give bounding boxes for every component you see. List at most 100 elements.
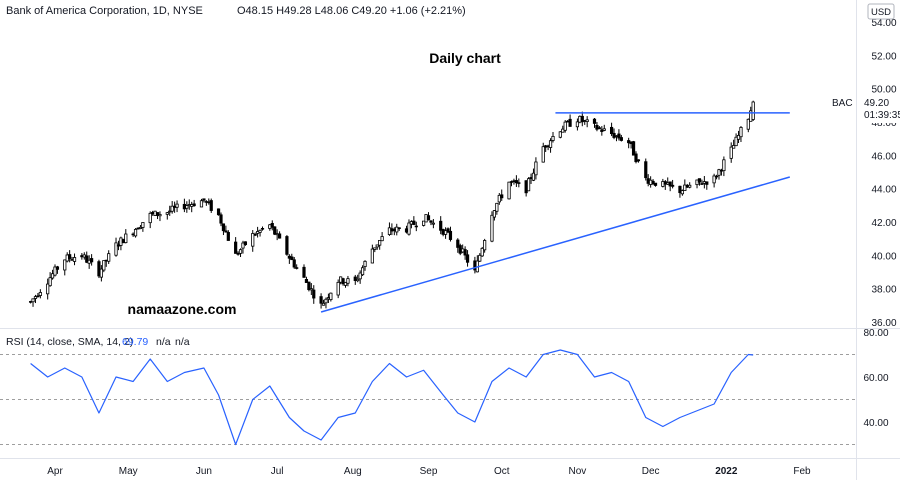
candle-down — [636, 159, 641, 162]
time-tick-label: Apr — [47, 466, 63, 477]
candle-up — [185, 205, 189, 209]
price-tick-label: 46.00 — [871, 151, 896, 162]
candle-up — [387, 227, 392, 235]
time-tick-label: Aug — [344, 466, 362, 477]
candle-up — [138, 226, 143, 229]
candle-up — [119, 237, 123, 246]
time-axis[interactable]: Apr May Jun Jul Aug Sep Oct Nov Dec 2022 Feb — [47, 466, 811, 477]
ohlc-values: O48.15 H49.28 L48.06 C49.20 +1.06 (+2.21… — [237, 5, 466, 17]
candle-up — [346, 278, 350, 284]
candle-down — [353, 276, 357, 281]
candle-down — [121, 238, 125, 244]
candle-up — [70, 259, 74, 261]
candle-up — [717, 169, 721, 176]
candle-down — [392, 229, 396, 231]
candle-up — [324, 298, 328, 304]
candle-up — [712, 175, 716, 184]
candle-down — [192, 203, 196, 207]
candle-up — [38, 292, 42, 296]
candle-down — [85, 255, 89, 263]
price-tick-label: 48.00 — [871, 118, 896, 129]
candle-up — [339, 276, 343, 283]
candle-up — [53, 266, 57, 276]
candle-down — [448, 230, 453, 240]
price-tick-label: 54.00 — [871, 18, 896, 29]
candle-down — [131, 233, 135, 236]
candle-down — [509, 181, 514, 183]
time-tick-label: May — [119, 466, 138, 477]
candle-down — [221, 223, 226, 232]
candle-up — [256, 231, 260, 234]
candle-down — [705, 181, 709, 185]
candle-down — [341, 278, 345, 285]
candle-up — [238, 249, 243, 254]
candle-down — [273, 226, 277, 235]
rsi-series — [30, 349, 754, 446]
candle-up — [734, 136, 738, 147]
bar-countdown: 01:39:35 — [864, 110, 900, 121]
ticker-label: BAC — [832, 98, 853, 109]
currency-badge[interactable] — [867, 3, 895, 20]
candle-down — [597, 127, 601, 129]
candle-down — [609, 126, 614, 135]
candle-down — [173, 205, 177, 208]
price-tick-label: 44.00 — [871, 185, 896, 196]
candle-down — [651, 180, 655, 185]
candle-down — [55, 266, 60, 270]
candle-up — [187, 204, 191, 207]
price-axis[interactable]: 54.00 52.00 50.00 48.00 46.00 44.00 42.00 40.00… — [871, 18, 896, 329]
candle-up — [309, 288, 313, 291]
candle-up — [175, 203, 179, 208]
candle-up — [295, 267, 299, 269]
candle-up — [492, 210, 497, 218]
candle-down — [714, 175, 719, 178]
candle-up — [541, 146, 545, 163]
candle-up — [336, 281, 340, 296]
candle-down — [512, 180, 516, 182]
candle-down — [617, 133, 621, 139]
candle-down — [646, 178, 650, 184]
candle-up — [153, 210, 157, 216]
candle-down — [514, 180, 518, 184]
candle-down — [619, 137, 623, 141]
candle-up — [82, 254, 86, 258]
candle-down — [426, 215, 431, 221]
candle-down — [653, 182, 658, 186]
candle-up — [102, 260, 106, 271]
candle-up — [661, 181, 665, 187]
currency-label: USD — [871, 7, 891, 18]
candle-up — [585, 119, 589, 122]
candle-down — [629, 141, 633, 145]
candle-down — [397, 227, 401, 229]
rsi-tick-label: 80.00 — [863, 328, 888, 339]
price-tick-label: 36.00 — [871, 318, 896, 329]
rsi-na-2: n/a — [175, 336, 190, 348]
candle-up — [380, 236, 384, 242]
candle-down — [270, 223, 274, 228]
candle-up — [649, 179, 653, 185]
candle-up — [517, 182, 521, 184]
watermark: namaazone.com — [128, 301, 237, 317]
rsi-axis[interactable]: 80.00 60.00 40.00 — [863, 328, 888, 429]
candle-down — [446, 228, 450, 233]
trendlines[interactable] — [320, 112, 791, 313]
candle-up — [409, 221, 414, 225]
candle-up — [722, 159, 726, 172]
candle-up — [702, 181, 706, 184]
candle-up — [490, 214, 494, 242]
candle-up — [546, 145, 550, 148]
candle-down — [580, 115, 584, 123]
candle-down — [216, 208, 221, 216]
candle-down — [219, 214, 223, 224]
candle-down — [634, 153, 638, 163]
candle-up — [431, 222, 435, 225]
candle-up — [688, 184, 692, 188]
candle-up — [251, 233, 255, 247]
candle-up — [48, 277, 52, 287]
candle-down — [583, 120, 587, 122]
candle-down — [104, 259, 108, 262]
candle-down — [544, 145, 548, 148]
candle-down — [116, 244, 121, 247]
candle-down — [463, 249, 467, 256]
